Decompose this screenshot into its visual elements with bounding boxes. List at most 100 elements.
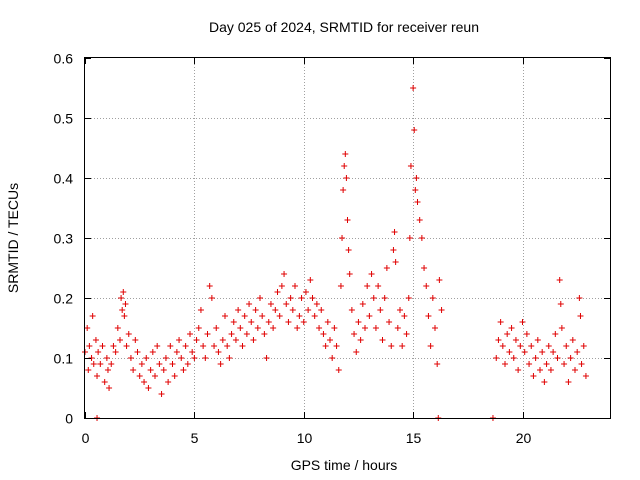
data-point	[512, 337, 519, 343]
data-point	[403, 331, 410, 337]
data-point	[337, 283, 344, 289]
data-point	[85, 367, 92, 373]
data-point	[523, 331, 530, 337]
data-point	[569, 337, 576, 343]
data-point	[348, 307, 355, 313]
data-point	[213, 325, 220, 331]
data-point	[127, 355, 134, 361]
data-point	[327, 337, 333, 343]
data-point	[558, 325, 565, 331]
data-point	[193, 337, 200, 343]
data-point	[539, 349, 546, 355]
data-point	[423, 283, 430, 289]
data-point	[541, 379, 548, 385]
y-tick-label: 0	[65, 411, 73, 427]
data-point	[316, 325, 323, 331]
y-tick-label: 0.5	[54, 111, 74, 127]
data-point	[577, 313, 584, 319]
data-point	[132, 337, 139, 343]
x-tick-label: 10	[297, 430, 313, 446]
data-point	[567, 355, 574, 361]
data-point	[265, 319, 272, 325]
data-point	[263, 355, 270, 361]
data-point	[390, 247, 397, 253]
data-point	[300, 319, 307, 325]
data-point	[154, 343, 161, 349]
data-point	[143, 355, 150, 361]
data-point	[248, 319, 255, 325]
data-point	[232, 337, 239, 343]
data-point	[226, 355, 233, 361]
data-point	[296, 313, 303, 319]
data-point	[289, 307, 296, 313]
data-point	[429, 295, 436, 301]
data-point	[108, 361, 115, 367]
data-point	[521, 349, 528, 355]
data-point	[375, 283, 382, 289]
data-point	[86, 343, 93, 349]
data-point	[206, 283, 213, 289]
data-point	[556, 277, 563, 283]
data-point	[561, 361, 568, 367]
data-point	[311, 313, 318, 319]
data-point	[499, 343, 506, 349]
data-point	[427, 343, 434, 349]
data-point	[145, 385, 152, 391]
data-point	[335, 367, 342, 373]
x-tick-label: 15	[406, 430, 422, 446]
data-point	[158, 391, 165, 397]
data-point	[353, 349, 360, 355]
data-point	[152, 373, 158, 379]
data-point	[95, 349, 102, 355]
data-point	[359, 301, 366, 307]
data-point	[557, 301, 564, 307]
data-point	[530, 373, 537, 379]
data-point	[195, 325, 202, 331]
data-point	[388, 343, 395, 349]
data-point	[339, 235, 346, 241]
data-point	[366, 313, 373, 319]
data-point	[416, 217, 423, 223]
data-point	[341, 163, 348, 169]
data-point	[324, 319, 331, 325]
data-point	[346, 271, 353, 277]
data-point	[309, 295, 316, 301]
grid-lines	[85, 58, 610, 418]
data-point	[534, 337, 541, 343]
data-point	[165, 379, 172, 385]
data-point	[394, 325, 401, 331]
data-point	[202, 355, 209, 361]
data-point	[215, 349, 222, 355]
data-point	[574, 349, 581, 355]
data-point	[204, 331, 211, 337]
data-point	[432, 325, 438, 331]
data-point	[377, 307, 384, 313]
data-point	[200, 343, 207, 349]
data-point	[117, 337, 123, 343]
data-point	[412, 187, 419, 193]
data-point	[392, 259, 399, 265]
data-point	[547, 367, 554, 373]
data-point	[167, 343, 174, 349]
data-point	[197, 307, 204, 313]
data-point	[383, 265, 390, 271]
x-axis-label: GPS time / hours	[291, 457, 398, 473]
data-point	[169, 361, 176, 367]
plot-frame	[84, 57, 611, 419]
data-point	[545, 343, 552, 349]
data-point	[576, 295, 583, 301]
x-tick-label: 5	[191, 430, 199, 446]
data-point	[543, 361, 550, 367]
data-point	[528, 343, 535, 349]
data-point	[287, 295, 294, 301]
data-point	[171, 373, 178, 379]
data-point	[99, 343, 106, 349]
data-point	[89, 313, 96, 319]
data-point	[283, 301, 290, 307]
data-point	[90, 361, 97, 367]
data-point	[563, 343, 570, 349]
data-point	[176, 337, 183, 343]
data-point	[386, 319, 393, 325]
data-point	[397, 307, 403, 313]
